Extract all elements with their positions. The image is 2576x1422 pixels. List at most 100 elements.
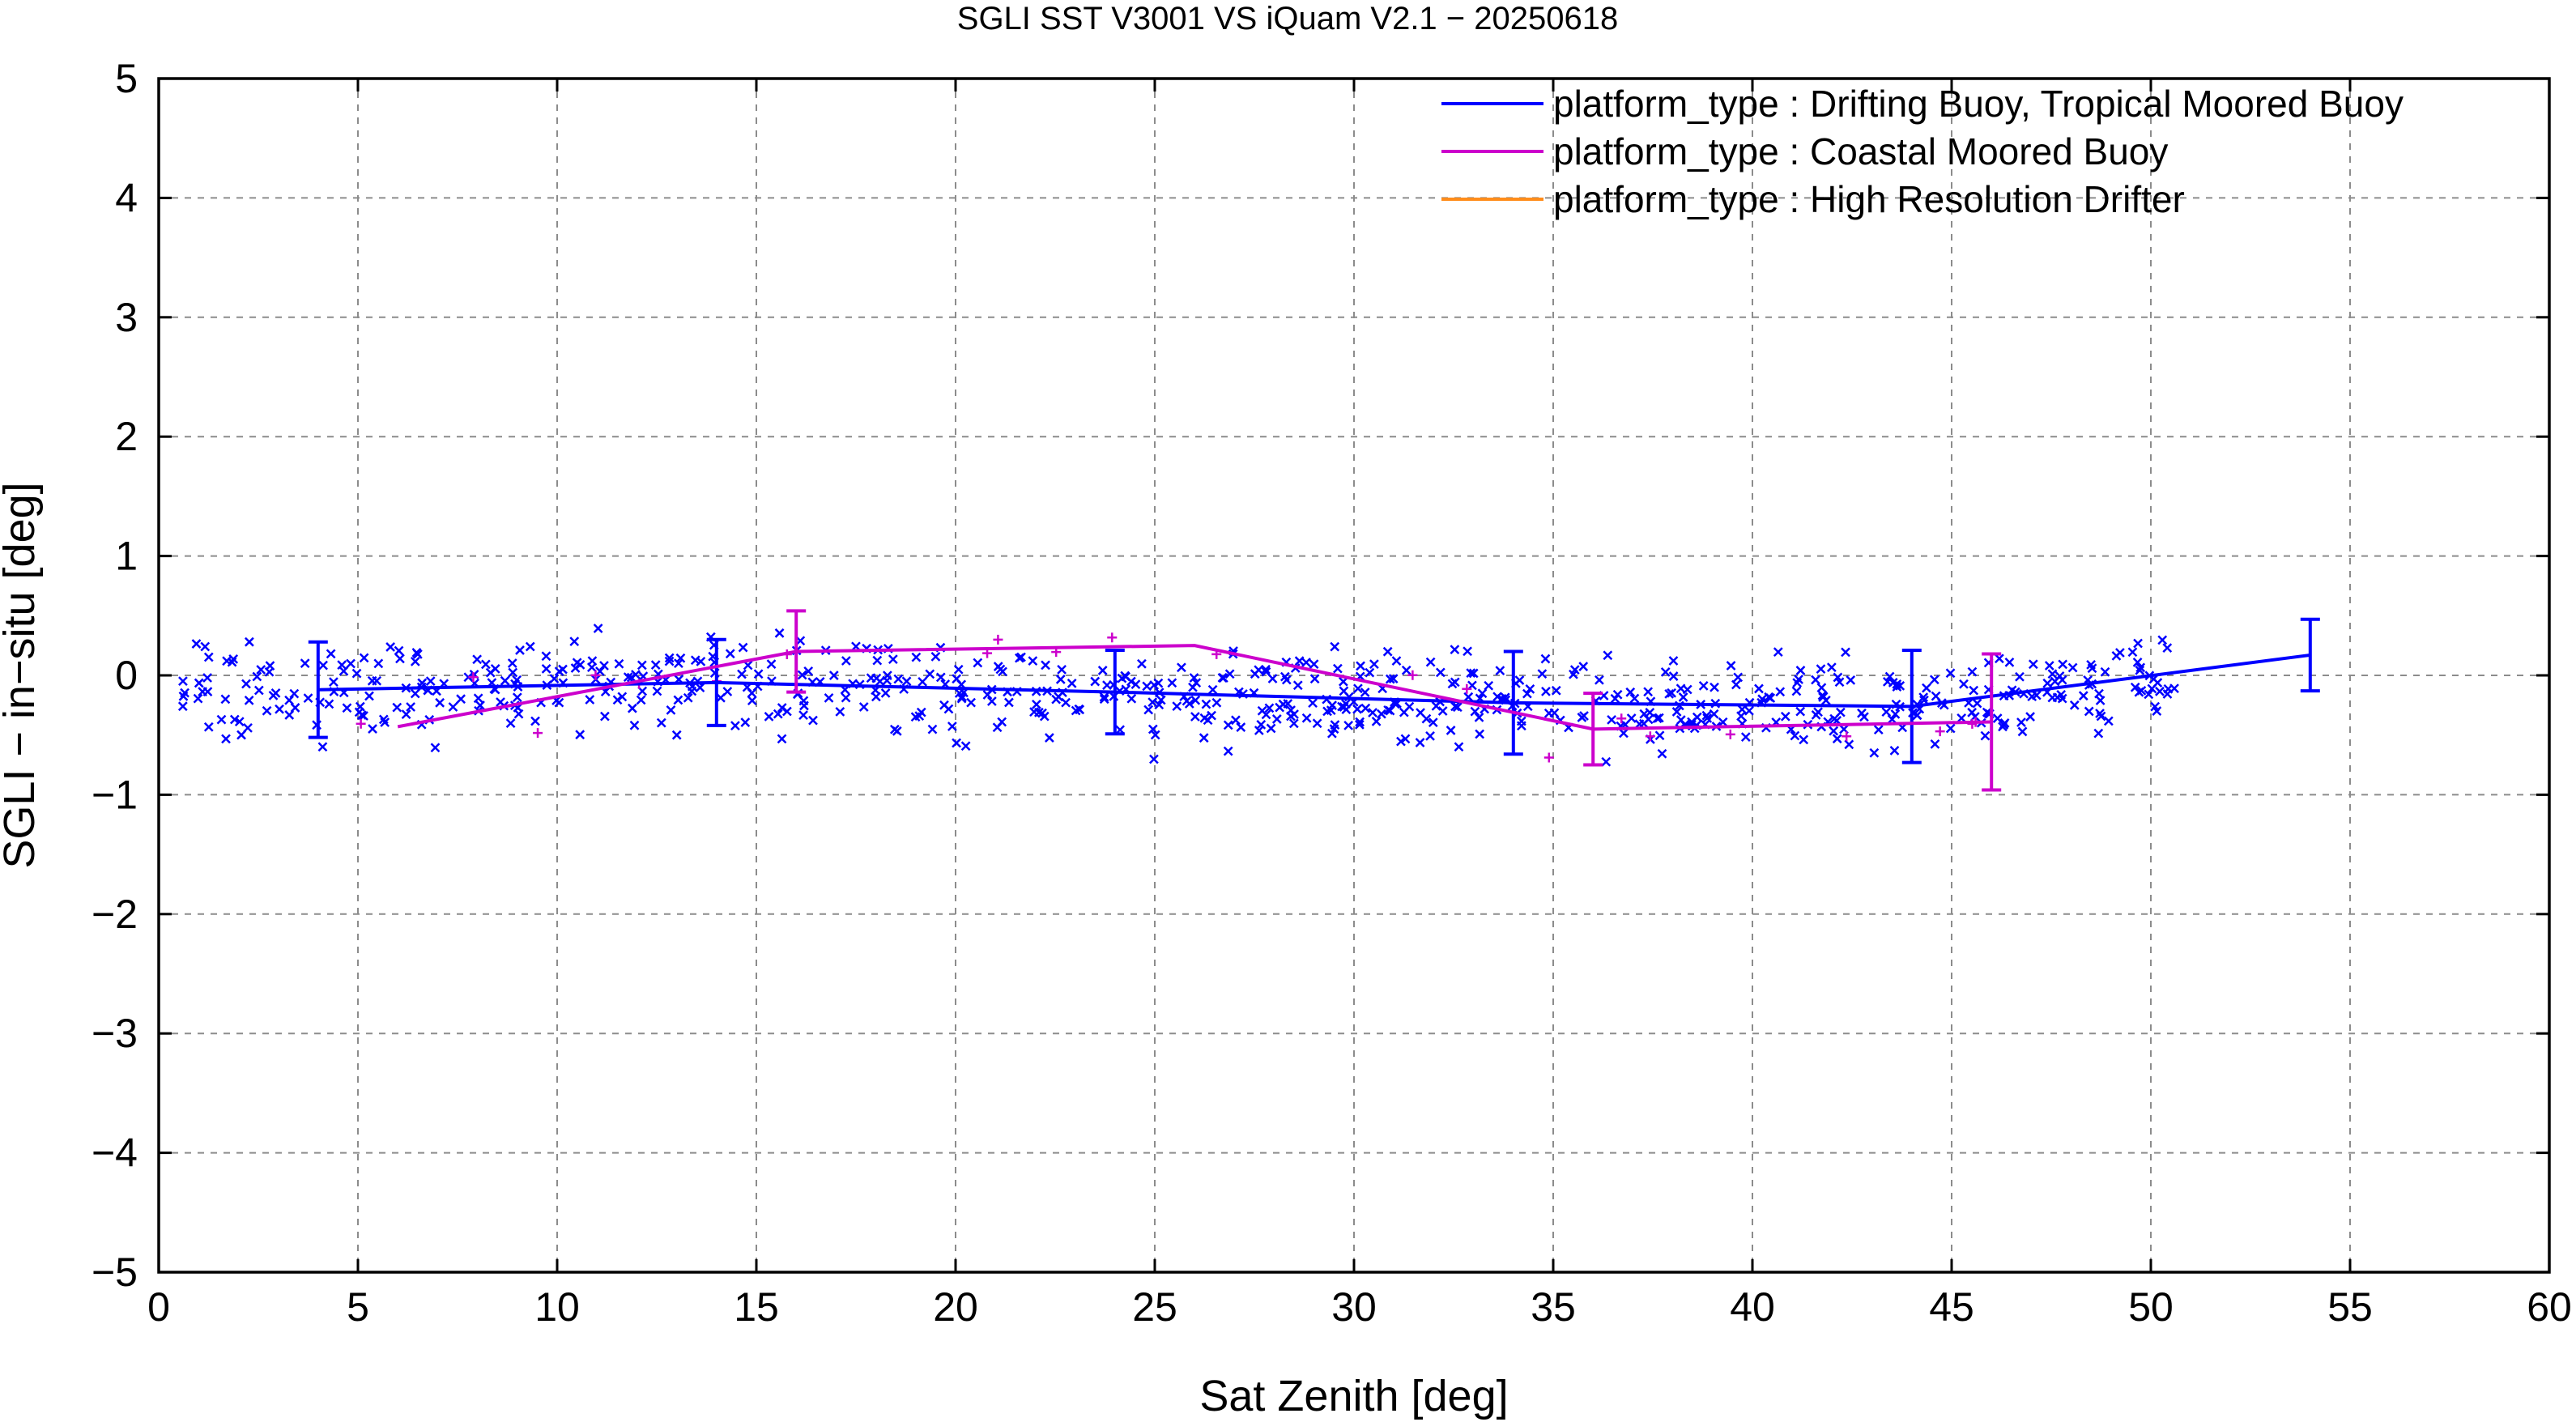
scatter-point [1869,747,1880,758]
scatter-point [858,702,869,712]
scatter-point [600,711,610,722]
scatter-point [1668,656,1679,666]
scatter-point [960,741,971,751]
y-tick-labels: −5 −4 −3 −2 −1 0 1 2 3 4 5 [92,56,138,1295]
scatter-point [1355,717,1365,727]
y-tick-label: 2 [115,414,138,459]
scatter-point [202,687,213,697]
scatter-point [1102,680,1112,691]
scatter-point [1841,647,1850,658]
scatter-point [1356,661,1365,671]
scatter-point [318,660,328,671]
x-tick-label: 50 [2128,1284,2174,1330]
scatter-point [1294,656,1305,666]
y-tick-label: 3 [115,295,138,340]
scatter-point [753,669,764,679]
scatter-point [1492,692,1502,702]
scatter-point [774,628,785,638]
scatter-point [1744,705,1754,716]
scatter-point [364,691,374,701]
scatter-point [1887,714,1897,725]
error-bar [2300,617,2320,693]
scatter-point [623,672,633,683]
scatter-point [2017,726,2028,737]
scatter-point [430,743,441,753]
scatter-point [554,697,564,708]
scatter-point [738,642,748,653]
scatter-point [2087,663,2097,674]
scatter-point [1329,724,1339,734]
scatter-point [1710,682,1719,692]
scatter-point [889,724,900,734]
scatter-point [586,662,597,672]
scatter-point [2147,683,2157,694]
scatter-point [1267,674,1278,683]
scatter-point [1667,688,1677,698]
scatter-point [652,686,662,696]
scatter-point [1678,692,1688,702]
scatter-point [1930,739,1940,749]
scatter-point [1725,729,1735,739]
scatter-point [1404,701,1415,712]
scatter-point [1709,709,1719,719]
scatter-point [1846,675,1856,685]
scatter-point [1097,666,1108,675]
scatter-point [203,722,214,732]
scatter-point [1873,725,1884,734]
scatter-point [496,697,505,707]
scatter-point [515,645,525,655]
scatter-point [191,639,202,649]
scatter-point [1754,683,1764,694]
scatter-point [927,724,938,734]
scatter-point [747,696,757,706]
scatter-point [1967,707,1978,717]
scatter-point [395,654,405,664]
scatter-point [593,624,603,633]
scatter-point [673,695,683,705]
scatter-point [1190,695,1201,705]
error-bar [786,609,807,694]
scatter-point [572,658,582,668]
scatter-point [425,676,436,687]
scatter-point [740,717,751,727]
scatter-point [1612,689,1623,700]
scatter-point [888,654,898,664]
scatter-point [1645,731,1655,742]
scatter-point [1775,687,1786,697]
scatter-point [1643,687,1654,697]
scatter-point [1130,679,1141,690]
scatter-point [911,652,922,662]
scatter-point [1223,746,1233,756]
scatter-point [229,714,240,725]
y-tick-label: 4 [115,175,138,220]
error-bar [1901,649,1922,764]
scatter-point [1619,728,1629,739]
scatter-point [1625,687,1636,697]
scatter-point [1450,645,1460,654]
y-tick-label: −2 [92,892,138,937]
scatter-point [359,653,369,663]
scatter-point [324,699,334,709]
series-line [397,644,1992,731]
scatter-point [695,683,705,693]
scatter-point [1154,700,1165,710]
x-tick-label: 55 [2327,1284,2373,1330]
scatter-point [1931,691,1941,701]
scatter-point [1377,709,1386,719]
scatter-point [500,675,510,686]
scatter-point [475,700,485,710]
scatter-point [953,664,964,675]
scatter-point [435,697,445,708]
scatter-point [766,659,777,670]
scatter-point [2103,716,2114,726]
scatter-point [1477,688,1488,699]
scatter-point [1425,731,1435,741]
y-tick-label: 1 [115,534,138,579]
scatter-point [1799,734,1809,745]
scatter-point [871,692,881,702]
scatter-point [303,693,313,704]
scatter-point [595,666,605,676]
scatter-point [1945,668,1956,679]
scatter-point [2100,666,2110,677]
scatter-point [1099,694,1109,705]
